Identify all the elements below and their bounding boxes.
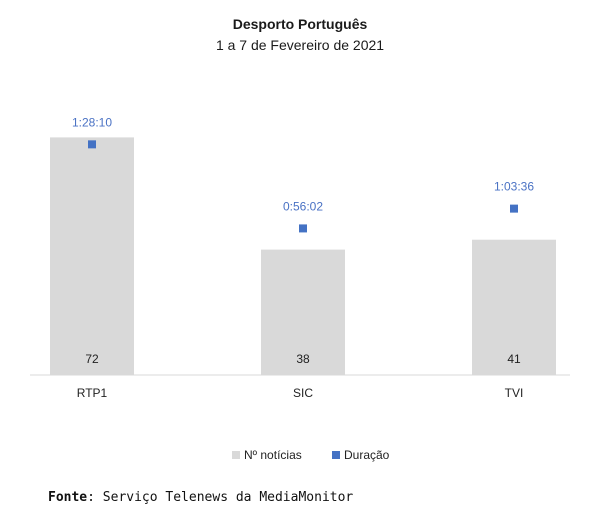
bar-value-label: 41: [507, 352, 521, 366]
source-note: Fonte: Serviço Telenews da MediaMonitor: [48, 490, 353, 505]
duration-marker-tvi: [510, 204, 518, 213]
duration-label: 0:56:02: [283, 199, 323, 213]
category-label: TVI: [505, 386, 524, 400]
source-text: : Serviço Telenews da MediaMonitor: [87, 490, 354, 505]
bar-value-label: 38: [296, 352, 310, 366]
legend-swatch-noticias: [232, 451, 240, 459]
chart-subtitle: 1 a 7 de Fevereiro de 2021: [216, 37, 384, 53]
source-label: Fonte: [48, 490, 88, 505]
bar-rtp1: [50, 137, 134, 375]
category-label: SIC: [293, 386, 313, 400]
duration-label: 1:03:36: [494, 180, 534, 194]
category-label: RTP1: [77, 386, 108, 400]
duration-label: 1:28:10: [72, 115, 112, 129]
duration-marker-rtp1: [88, 140, 96, 149]
legend-label-duracao: Duração: [344, 448, 390, 462]
bar-tvi: [472, 239, 556, 375]
legend-label-noticias: Nº notícias: [244, 448, 302, 462]
duration-marker-sic: [299, 224, 307, 233]
chart-title: Desporto Português: [233, 16, 368, 32]
bar-sic: [261, 249, 345, 375]
bar-value-label: 72: [85, 352, 99, 366]
legend-swatch-duracao: [332, 451, 340, 459]
